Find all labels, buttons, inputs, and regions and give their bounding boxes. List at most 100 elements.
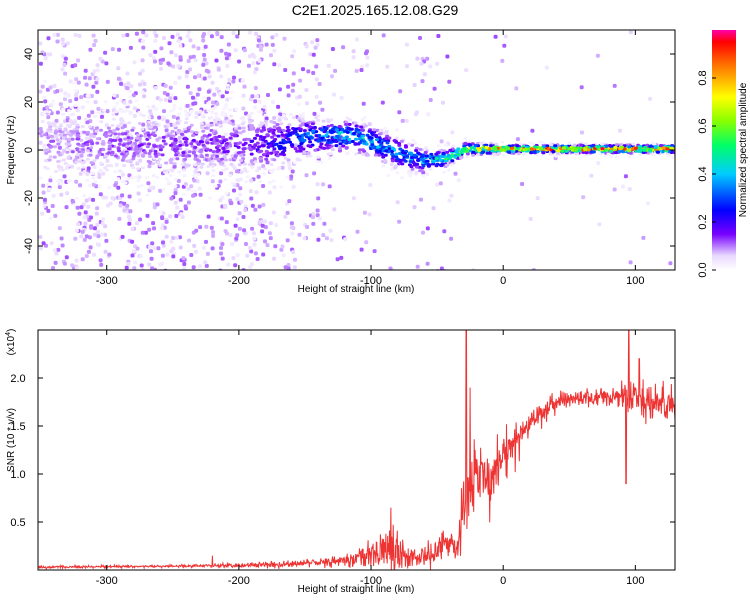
heatmap-cell: [220, 242, 225, 247]
heatmap-cell: [67, 143, 72, 146]
heatmap-cell: [435, 61, 440, 66]
heatmap-cell: [140, 166, 145, 170]
heatmap-cell: [107, 147, 112, 151]
heatmap-cell: [125, 152, 130, 156]
heatmap-cell: [157, 136, 162, 140]
heatmap-cell: [206, 96, 211, 101]
heatmap-cell: [207, 196, 212, 200]
heatmap-cell: [142, 81, 147, 86]
heatmap-cell: [269, 163, 274, 166]
heatmap-cell: [53, 260, 58, 265]
heatmap-cell: [109, 164, 114, 168]
heatmap-cell: [79, 234, 84, 239]
heatmap-cell: [196, 46, 201, 51]
heatmap-cell: [228, 136, 233, 140]
heatmap-cell: [72, 203, 77, 207]
heatmap-cell: [48, 85, 53, 90]
heatmap-cell: [280, 165, 285, 170]
heatmap-cell: [314, 116, 319, 120]
heatmap-cell: [116, 124, 121, 128]
heatmap-cell: [121, 33, 126, 38]
heatmap-cell: [136, 133, 140, 137]
heatmap-cell: [229, 90, 234, 94]
heatmap-cell: [215, 141, 220, 145]
heatmap-cell: [321, 182, 326, 187]
heatmap-cell: [490, 149, 495, 153]
heatmap-cell: [213, 120, 218, 124]
heatmap-cell: [195, 92, 200, 97]
heatmap-cell: [267, 181, 272, 184]
heatmap-cell: [64, 95, 69, 99]
heatmap-cell: [125, 33, 130, 37]
heatmap-cell: [189, 184, 194, 189]
heatmap-cell: [185, 70, 190, 74]
x-tick-label: -300: [96, 575, 118, 587]
heatmap-cell: [580, 130, 584, 135]
heatmap-cell: [130, 253, 135, 258]
heatmap-cell: [61, 158, 66, 162]
heatmap-cell: [173, 177, 178, 181]
heatmap-cell: [356, 134, 361, 138]
heatmap-cell: [194, 228, 199, 233]
heatmap-cell: [618, 128, 623, 133]
heatmap-cell: [86, 166, 91, 171]
heatmap-cell: [261, 144, 266, 148]
heatmap-cell: [253, 86, 258, 90]
heatmap-cell: [539, 146, 544, 150]
snr-x-ticks: -300 -200 -100 0 100: [96, 330, 645, 587]
heatmap-cell: [151, 121, 156, 125]
heatmap-cell: [450, 130, 455, 135]
heatmap-cell: [211, 230, 215, 235]
heatmap-cell: [424, 162, 429, 165]
heatmap-cell: [73, 63, 78, 68]
heatmap-cell: [311, 129, 315, 133]
heatmap-cell: [360, 64, 365, 69]
heatmap-cell: [447, 198, 452, 203]
heatmap-cell: [204, 68, 209, 73]
heatmap-cell: [164, 161, 169, 165]
heatmap-cell: [286, 263, 291, 267]
heatmap-cell: [262, 167, 267, 171]
heatmap-cell: [152, 226, 156, 231]
heatmap-cell: [253, 106, 258, 110]
heatmap-cell: [248, 97, 253, 102]
heatmap-cell: [409, 165, 414, 169]
heatmap-cell: [172, 162, 177, 166]
heatmap-cell: [125, 203, 130, 208]
heatmap-cell: [42, 203, 47, 208]
heatmap-cell: [220, 94, 225, 99]
heatmap-cell: [267, 144, 272, 148]
heatmap-cell: [416, 158, 420, 162]
heatmap-cell: [122, 164, 127, 167]
heatmap-cell: [648, 144, 653, 148]
heatmap-cell: [340, 127, 345, 131]
heatmap-cell: [68, 99, 73, 103]
heatmap-cell: [153, 49, 158, 54]
heatmap-cell: [206, 89, 211, 94]
heatmap-cell: [137, 122, 142, 125]
heatmap-cell: [241, 116, 245, 120]
heatmap-cell: [628, 30, 633, 35]
snr-multiplier-exp: 4: [5, 332, 12, 336]
heatmap-cell: [327, 157, 332, 161]
heatmap-cell: [158, 148, 163, 152]
heatmap-cell: [308, 145, 313, 149]
heatmap-cell: [131, 166, 136, 170]
heatmap-cell: [468, 143, 472, 147]
heatmap-cell: [98, 258, 103, 263]
heatmap-cell: [191, 44, 196, 49]
heatmap-cell: [278, 141, 283, 145]
heatmap-cell: [422, 72, 427, 77]
heatmap-cell: [600, 147, 605, 151]
heatmap-cell: [354, 68, 359, 73]
heatmap-cell: [56, 247, 61, 252]
heatmap-cell: [161, 211, 166, 216]
heatmap-cell: [215, 154, 220, 158]
heatmap-cell: [207, 31, 211, 36]
heatmap-cell: [304, 88, 309, 92]
heatmap-cell: [324, 236, 329, 241]
heatmap-cell: [220, 111, 225, 115]
heatmap-cell: [171, 134, 176, 138]
heatmap-cell: [320, 107, 325, 112]
heatmap-cell: [58, 102, 63, 107]
